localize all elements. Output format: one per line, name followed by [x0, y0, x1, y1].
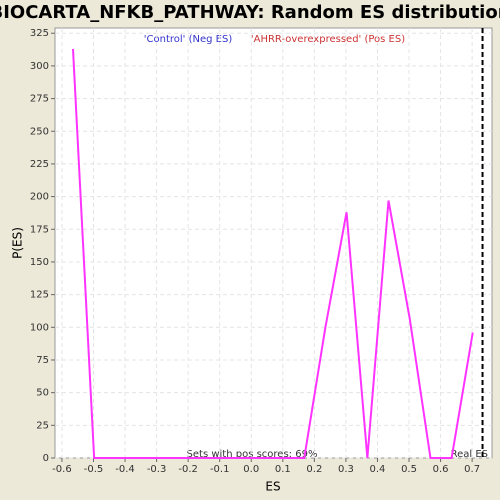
y-tick-label: 200	[30, 192, 49, 203]
x-tick-label: -0.3	[147, 464, 167, 475]
neg-annotation: 'Control' (Neg ES)	[144, 34, 233, 45]
y-tick-label: 300	[30, 61, 49, 72]
x-tick-label: 0.3	[338, 464, 354, 475]
y-tick-label: 75	[36, 355, 49, 366]
x-tick-label: 0.5	[401, 464, 417, 475]
y-tick-label: 0	[43, 453, 49, 464]
series-line	[71, 48, 474, 459]
y-tick-label: 225	[30, 159, 49, 170]
y-tick-label: 250	[30, 126, 49, 137]
x-tick-label: 0.6	[433, 464, 449, 475]
y-tick-label: 50	[36, 388, 49, 399]
y-tick-label: 175	[30, 224, 49, 235]
x-tick-label: -0.2	[178, 464, 198, 475]
x-tick-label: -0.1	[210, 464, 230, 475]
x-tick-label: 0.0	[243, 464, 259, 475]
pos-scores-note: Sets with pos scores: 69%	[187, 449, 318, 460]
y-tick-label: 275	[30, 94, 49, 105]
real-es-label: Real ES	[451, 449, 488, 460]
y-tick-label: 325	[30, 28, 49, 39]
chart-title: BIOCARTA_NFKB_PATHWAY: Random ES distrib…	[0, 2, 500, 23]
y-tick-label: 125	[30, 290, 49, 301]
x-tick-label: 0.2	[306, 464, 322, 475]
pos-annotation: 'AHRR-overexpressed' (Pos ES)	[251, 34, 405, 45]
plot-area	[54, 27, 493, 459]
y-tick-label: 25	[36, 420, 49, 431]
x-axis-label: ES	[265, 480, 280, 494]
x-tick-label: 0.7	[464, 464, 480, 475]
x-tick-label: -0.4	[115, 464, 135, 475]
x-tick-label: -0.5	[84, 464, 104, 475]
y-tick-label: 100	[30, 322, 49, 333]
y-tick-label: 150	[30, 257, 49, 268]
y-axis-label: P(ES)	[11, 227, 25, 259]
x-tick-label: -0.6	[52, 464, 72, 475]
x-tick-label: 0.4	[370, 464, 386, 475]
x-tick-label: 0.1	[275, 464, 291, 475]
